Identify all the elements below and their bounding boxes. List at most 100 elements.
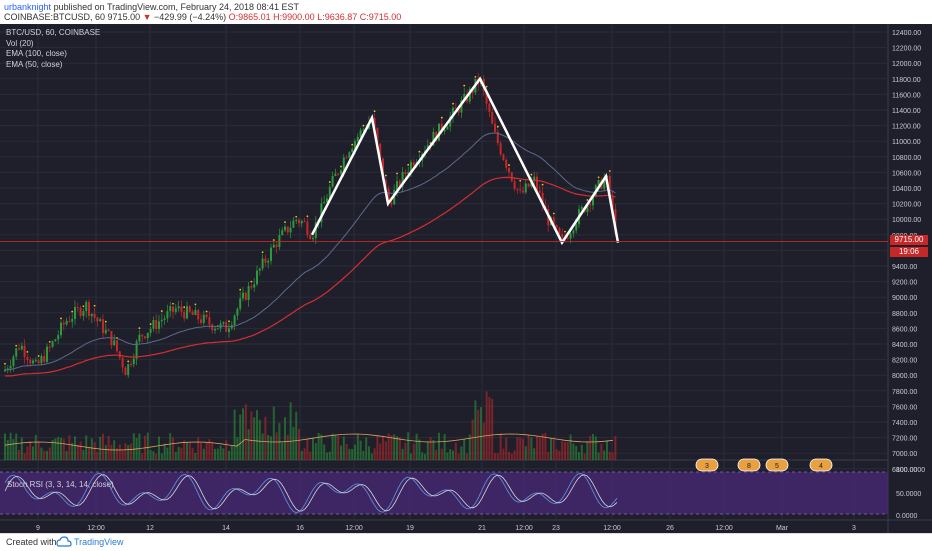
volume-bar — [370, 453, 373, 460]
candle-body — [328, 186, 331, 199]
volume-bar — [85, 435, 88, 460]
candle-body — [281, 230, 284, 236]
legend-ema100[interactable]: EMA (100, close) — [6, 49, 67, 58]
chart-canvas[interactable]: 12400.00 12200.00 12000.00 11800.00 11600.00… — [0, 24, 932, 533]
candle-body — [116, 340, 118, 352]
candle-body — [376, 127, 379, 144]
candle-body — [398, 181, 401, 187]
volume-bar — [71, 442, 74, 460]
candle-body — [485, 90, 488, 104]
candle-body — [382, 158, 384, 180]
volume-bar — [387, 433, 390, 460]
candle-body — [555, 224, 558, 228]
legend-volume[interactable]: Vol (20) — [6, 38, 34, 48]
candle-body — [494, 123, 496, 132]
price-tick-label: 7400.00 — [892, 420, 917, 427]
volume-bar — [132, 433, 135, 460]
candle-body — [158, 321, 160, 329]
time-tick-label: 12:00 — [515, 525, 533, 532]
event-badge[interactable]: 4 — [809, 458, 833, 472]
candle-body — [258, 268, 261, 271]
volume-bar — [356, 434, 359, 460]
tradingview-brand[interactable]: TradingView — [74, 537, 124, 547]
candle-body — [519, 189, 522, 191]
time-tick-label: 23 — [552, 525, 560, 532]
volume-bar — [48, 447, 51, 460]
signal-dot — [261, 251, 264, 254]
volume-bar — [107, 435, 110, 460]
candle-body — [292, 220, 295, 228]
candle-body — [438, 123, 440, 141]
candle-body — [23, 345, 26, 358]
candle-body — [4, 369, 6, 372]
volume-bar — [446, 452, 449, 460]
volume-bar — [575, 445, 578, 460]
volume-bar — [513, 450, 516, 460]
candle-body — [449, 116, 452, 127]
volume-bar — [449, 449, 452, 460]
price-tick-label: 7000.00 — [892, 451, 917, 458]
chart-area[interactable]: 12400.00 12200.00 12000.00 11800.00 11600.00… — [0, 24, 932, 533]
event-badge[interactable]: 5 — [765, 458, 789, 472]
candle-body — [538, 190, 541, 193]
volume-bar — [384, 441, 387, 460]
stoch-rsi-label[interactable]: Stoch RSI (3, 3, 14, 14, close) — [7, 480, 114, 489]
volume-bar — [261, 433, 264, 460]
volume-bar — [368, 446, 370, 460]
volume-bar — [284, 417, 286, 460]
candle-body — [130, 364, 132, 366]
volume-bar — [155, 453, 158, 460]
svg-text:4: 4 — [819, 463, 823, 470]
event-badge[interactable]: 3 — [695, 458, 719, 472]
candle-body — [300, 221, 303, 224]
candle-body — [337, 173, 340, 175]
volume-bar — [614, 435, 617, 460]
candle-body — [575, 224, 578, 231]
signal-dot — [519, 179, 522, 182]
volume-bar — [317, 433, 320, 460]
volume-bar — [247, 429, 250, 460]
legend-ema50[interactable]: EMA (50, close) — [6, 59, 63, 69]
time-tick-label: 21 — [478, 525, 486, 532]
volume-bar — [354, 444, 356, 460]
candle-body — [228, 328, 230, 332]
volume-bar — [491, 398, 494, 460]
event-badge[interactable]: 8 — [737, 458, 761, 472]
ohlc-values: O:9865.01 H:9900.00 L:9636.87 C:9715.00 — [228, 12, 402, 22]
candle-body — [566, 237, 569, 239]
author-link[interactable]: urbanknight — [4, 2, 52, 12]
candle-body — [373, 118, 376, 128]
volume-bar — [502, 448, 505, 460]
volume-bar — [141, 453, 144, 460]
volume-bar — [12, 439, 15, 460]
candle-body — [454, 107, 457, 109]
candle-body — [15, 348, 18, 357]
candle-body — [432, 132, 435, 146]
signal-dot — [351, 143, 354, 146]
volume-bar — [20, 437, 23, 460]
candle-body — [166, 311, 169, 319]
volume-bar — [583, 453, 586, 460]
candle-body — [253, 284, 256, 288]
candle-body — [536, 176, 538, 191]
tradingview-logo-icon — [56, 536, 72, 550]
candle-body — [491, 111, 494, 124]
price-tick-label: 10200.00 — [892, 202, 921, 209]
volume-bar — [558, 450, 561, 460]
volume-bar — [216, 448, 219, 460]
signal-dot — [362, 124, 365, 127]
volume-bar — [415, 433, 418, 460]
volume-bar — [76, 444, 79, 460]
candle-body — [267, 260, 270, 263]
candle-body — [502, 154, 505, 160]
price-tick-label: 10000.00 — [892, 217, 921, 224]
volume-bar — [533, 448, 536, 460]
volume-bar — [275, 432, 278, 460]
volume-bar — [172, 437, 174, 460]
volume-bar — [74, 436, 76, 460]
volume-bar — [600, 443, 603, 460]
volume-bar — [93, 442, 96, 460]
candle-body — [256, 270, 258, 285]
signal-dot — [597, 176, 600, 179]
volume-bar — [608, 451, 611, 460]
